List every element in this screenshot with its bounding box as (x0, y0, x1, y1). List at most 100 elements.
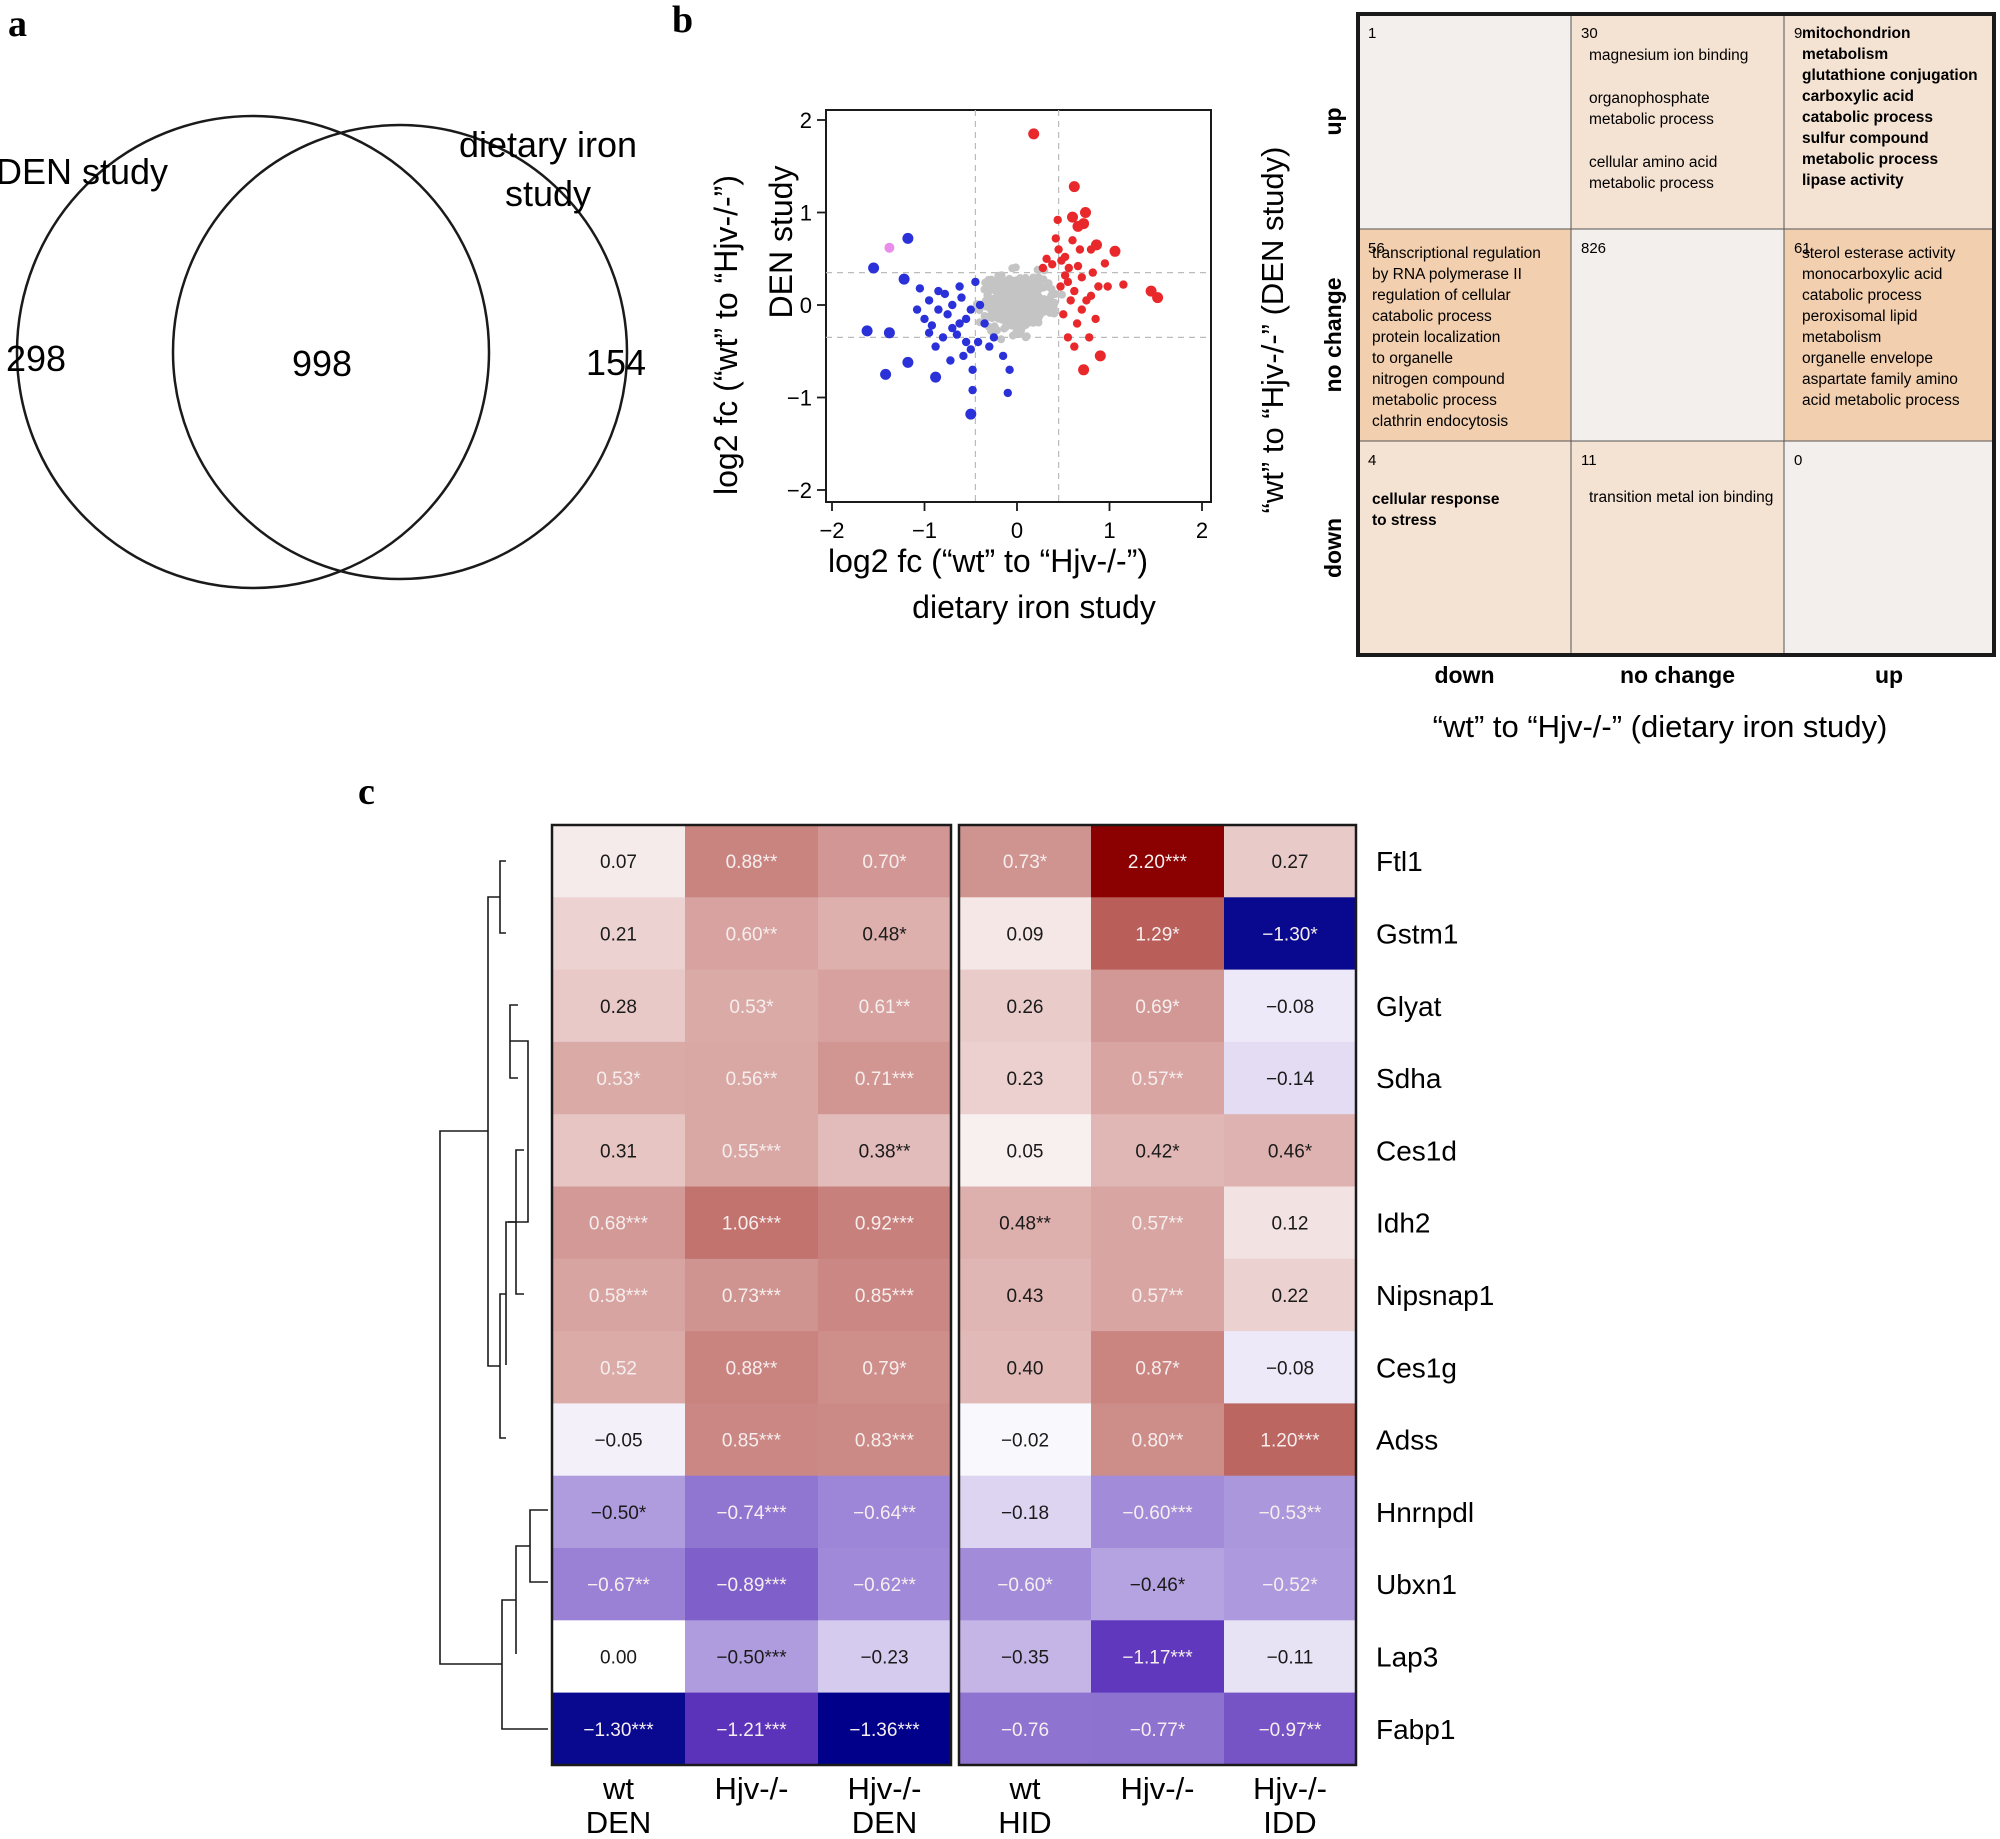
heatmap-cell (552, 1620, 685, 1694)
heatmap-row-label: Ces1d (1376, 1135, 1457, 1166)
heatmap-cell (1224, 1692, 1356, 1766)
scatter-points (861, 128, 1164, 420)
heatmap-value-label: 0.79* (862, 1358, 907, 1379)
heatmap-cell (959, 1692, 1091, 1766)
grid-cell-term: regulation of cellular (1372, 287, 1511, 304)
grid-cell-term: catabolic process (1372, 308, 1492, 325)
heatmap-cell (1224, 1548, 1356, 1621)
dendro-link-sdha-idh2 (508, 1040, 529, 1223)
grid-column-label: down (1434, 662, 1494, 688)
heatmap-cell (685, 1475, 818, 1549)
heatmap-cell (685, 897, 818, 971)
heatmap-value-label: 0.92*** (855, 1214, 915, 1235)
heatmap-value-label: −0.64** (853, 1503, 916, 1524)
scatter-point-up (1094, 282, 1103, 291)
scatter-point-unchanged (1022, 332, 1031, 341)
y-tick-label: 2 (800, 108, 812, 133)
heatmap-value-label: 0.57** (1132, 1286, 1184, 1307)
heatmap-column-label-top: Hjv-/- (1120, 1771, 1194, 1806)
grid-cell-count: 0 (1794, 452, 1802, 469)
scatter-point-unchanged (1014, 292, 1023, 301)
grid-cell (1570, 440, 1785, 656)
scatter-point-up (1077, 273, 1087, 282)
scatter-point-up (1086, 245, 1096, 254)
heatmap-cell (685, 1331, 818, 1404)
scatter-point-unchanged (1033, 309, 1042, 317)
heatmap-cell (1224, 1114, 1356, 1188)
grid-cell (1783, 13, 1995, 230)
heatmap-value-label: 0.27 (1272, 852, 1309, 873)
grid-row-labels: up no change down (1320, 107, 1346, 578)
heatmap-cell (818, 1258, 951, 1332)
scatter-point-down (989, 333, 999, 342)
scatter-point-down (898, 273, 910, 285)
heatmap-value-label: −1.36*** (849, 1720, 920, 1741)
heatmap-value-label: 0.87* (1135, 1358, 1180, 1379)
heatmap-cell (1224, 1041, 1356, 1115)
heatmap-cell (959, 969, 1091, 1043)
scatter-point-down (920, 314, 929, 324)
x-tick-label: −2 (819, 518, 844, 543)
grid-cell-term: cellular response (1372, 491, 1500, 508)
grid-cell-term: carboxylic acid (1802, 88, 1914, 105)
scatter-point-up (1064, 263, 1074, 273)
dendro-link-hnrnpdl-ubxn1 (529, 1509, 548, 1583)
x-tick-label: 2 (1196, 518, 1208, 543)
scatter-point-up (1068, 236, 1077, 245)
grid-cell-count: 1 (1368, 25, 1376, 42)
venn-count-den-only: 298 (6, 338, 66, 379)
heatmap-value-label: −0.50* (591, 1503, 647, 1524)
scatter-point-down (927, 321, 937, 330)
scatter-point-up (1059, 310, 1068, 319)
dendro-link-adss (499, 1293, 506, 1439)
heatmap-cell (1224, 1331, 1356, 1404)
heatmap-value-label: 0.40 (1007, 1358, 1044, 1379)
heatmap-cell (685, 825, 818, 898)
scatter-point-up (1067, 211, 1078, 223)
heatmap-value-label: 0.23 (1007, 1069, 1044, 1090)
heatmap-row-label: Ces1g (1376, 1352, 1457, 1383)
heatmap-value-label: −0.11 (1267, 1648, 1314, 1669)
heatmap-cell (818, 825, 951, 898)
heatmap-value-label: 0.53* (596, 1069, 641, 1090)
heatmap-value-label: 1.06*** (722, 1214, 782, 1235)
heatmap-cell (959, 1114, 1091, 1188)
heatmap-value-label: 0.83*** (855, 1431, 915, 1452)
heatmap-column-label-bottom: HID (998, 1805, 1051, 1839)
grid-cell-term: metabolic process (1589, 175, 1714, 192)
heatmap-cell (552, 1331, 685, 1404)
heatmap-cell (1091, 1548, 1224, 1621)
scatter-point-unchanged (1050, 305, 1058, 314)
heatmap-cell (959, 1620, 1091, 1694)
scatter-y-axis: 2 1 0 −1 −2 (787, 108, 826, 503)
heatmap-value-label: 0.69* (1135, 997, 1180, 1018)
heatmap-value-label: 0.73*** (722, 1286, 782, 1307)
heatmap-value-label: 1.20*** (1260, 1431, 1320, 1452)
grid-cell-count: 11 (1581, 452, 1597, 469)
scatter-point-unchanged (1032, 293, 1041, 302)
heatmap-column-label-top: Hjv-/- (1253, 1771, 1327, 1806)
heatmap-value-label: −0.62** (853, 1575, 916, 1596)
scatter-point-down (912, 305, 922, 314)
grid-cell-count: 61 (1794, 240, 1811, 257)
grid-cell-count: 9 (1794, 25, 1802, 42)
scatter-point-down (965, 408, 977, 420)
grid-cell-count: 826 (1581, 240, 1606, 257)
heatmap-cell (1224, 1186, 1356, 1260)
grid-cell-term: transition metal ion binding (1589, 489, 1773, 506)
grid-xlabel: “wt” to “Hjv-/-” (dietary iron study) (1433, 709, 1888, 744)
grid-cell-count: 30 (1581, 25, 1598, 42)
heatmap-value-label: −0.35 (1001, 1648, 1049, 1669)
heatmap-value-label: 0.88** (726, 852, 778, 873)
scatter-point-unchanged (1003, 276, 1012, 285)
heatmap-value-label: 0.48* (862, 924, 907, 945)
grid-cell-term: organophosphate (1589, 90, 1710, 107)
heatmap-value-label: 0.57** (1132, 1069, 1184, 1090)
heatmap-value-label: 0.56** (726, 1069, 778, 1090)
dendro-link-fabp1 (501, 1599, 548, 1730)
heatmap-value-label: 0.58*** (589, 1286, 649, 1307)
scatter-point-down (880, 368, 892, 380)
scatter-x-axis: −2 −1 0 1 2 (819, 502, 1208, 543)
scatter-point-down (948, 300, 957, 310)
grid-cell-term: catabolic process (1802, 109, 1933, 126)
